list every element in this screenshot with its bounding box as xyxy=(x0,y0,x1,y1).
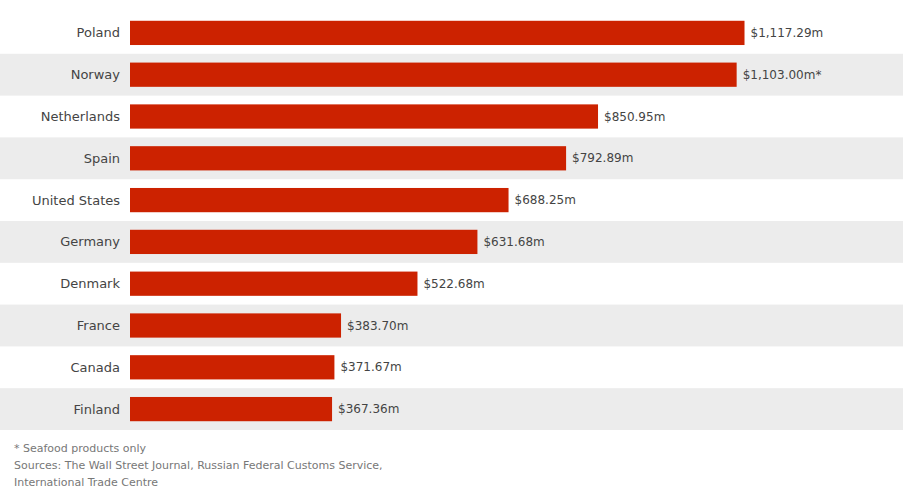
category-label: Poland xyxy=(77,25,120,40)
footnote: * Seafood products only Sources: The Wall… xyxy=(14,442,383,489)
bar xyxy=(130,397,332,421)
labels: Poland $1,117.29m Norway $1,103.00m* Netherl… xyxy=(32,25,823,416)
data-label: $792.89m xyxy=(572,151,633,165)
row-stripe xyxy=(0,221,903,263)
bar xyxy=(130,104,598,128)
bar xyxy=(130,21,745,45)
data-label: $371.67m xyxy=(340,360,401,374)
data-label: $631.68m xyxy=(483,235,544,249)
chart: Poland $1,117.29m Norway $1,103.00m* Netherl… xyxy=(0,0,903,503)
footnote-line: International Trade Centre xyxy=(14,476,158,489)
category-label: France xyxy=(77,318,120,333)
data-label: $383.70m xyxy=(347,319,408,333)
data-label: $367.36m xyxy=(338,402,399,416)
bar xyxy=(130,146,566,170)
category-label: Denmark xyxy=(60,276,120,291)
bar xyxy=(130,63,737,87)
row-stripes xyxy=(0,54,903,430)
data-label: $688.25m xyxy=(515,193,576,207)
data-label: $1,117.29m xyxy=(751,26,824,40)
row-stripe xyxy=(0,388,903,430)
footnote-line: * Seafood products only xyxy=(14,442,147,455)
category-label: United States xyxy=(32,193,120,208)
bar xyxy=(130,188,509,212)
row-stripe xyxy=(0,54,903,96)
data-label: $850.95m xyxy=(604,110,665,124)
category-label: Netherlands xyxy=(41,109,120,124)
category-label: Canada xyxy=(71,360,120,375)
category-label: Spain xyxy=(84,151,120,166)
bar xyxy=(130,230,477,254)
category-label: Norway xyxy=(71,67,121,82)
bar xyxy=(130,313,341,337)
bar xyxy=(130,272,417,296)
data-label: $1,103.00m* xyxy=(743,68,822,82)
category-label: Germany xyxy=(60,234,120,249)
row-stripe xyxy=(0,305,903,347)
data-label: $522.68m xyxy=(423,277,484,291)
category-label: Finland xyxy=(74,402,120,417)
bar xyxy=(130,355,334,379)
footnote-line: Sources: The Wall Street Journal, Russia… xyxy=(14,459,383,472)
row-stripe xyxy=(0,137,903,179)
bars xyxy=(130,21,745,421)
